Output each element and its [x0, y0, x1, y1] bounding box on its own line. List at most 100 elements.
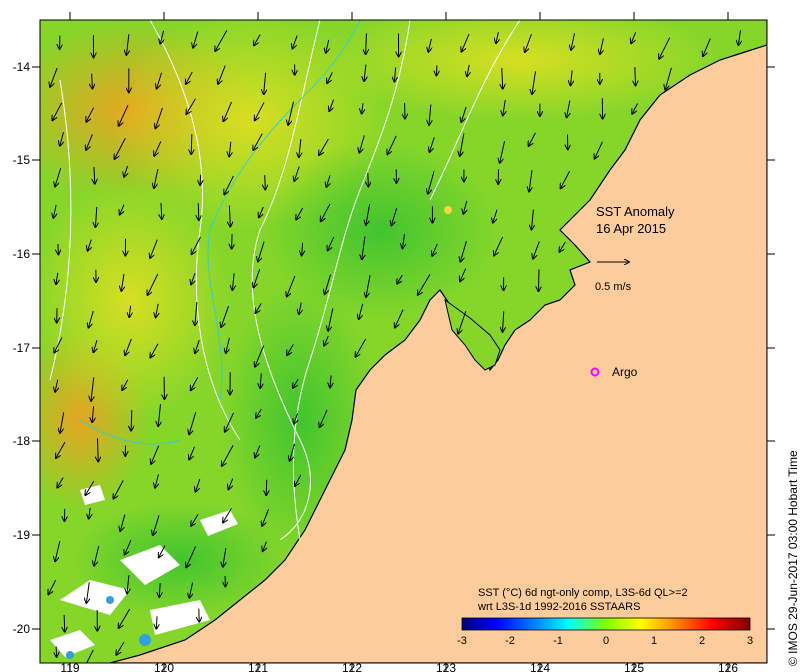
current-vector-arrow	[525, 33, 532, 52]
current-vector-arrow	[362, 103, 363, 113]
current-vector-arrow	[287, 275, 296, 297]
current-vector-arrow	[319, 138, 329, 155]
current-vector-arrow	[458, 311, 467, 333]
current-vector-arrow	[159, 583, 160, 597]
current-vector-arrow	[397, 274, 403, 284]
current-vector-arrow	[191, 272, 195, 284]
current-vector-arrow	[221, 305, 230, 327]
current-vector-arrow	[294, 166, 300, 181]
current-vector-arrow	[356, 338, 367, 357]
current-vector-arrow	[189, 582, 192, 598]
current-vector-arrow	[223, 507, 232, 522]
current-vector-arrow	[635, 67, 636, 85]
current-vector-arrow	[91, 377, 94, 401]
bathymetry-contours	[49, 20, 521, 541]
current-vector-arrow	[328, 236, 335, 250]
current-vector-arrow	[158, 404, 160, 426]
current-vector-arrow	[116, 641, 125, 655]
current-vector-arrow	[119, 104, 129, 126]
current-vector-arrow	[89, 507, 90, 519]
current-vector-arrow	[86, 649, 94, 663]
current-vector-arrow	[86, 134, 93, 150]
argo-label: Argo	[612, 365, 638, 379]
current-vector-arrow	[95, 206, 96, 227]
argo-float-marker[interactable]	[590, 367, 600, 377]
current-vector-arrow	[154, 168, 159, 188]
map-date: 16 Apr 2015	[596, 221, 666, 236]
map-title: SST Anomaly	[596, 204, 675, 219]
current-vector-arrow	[329, 99, 335, 112]
current-vector-arrow	[93, 340, 97, 352]
current-vector-arrow	[368, 173, 369, 186]
current-vector-arrow	[294, 413, 298, 423]
current-vector-arrow	[366, 204, 371, 225]
lat-tick-label: -15	[13, 153, 31, 167]
current-vector-arrow	[299, 302, 301, 314]
current-vector-arrow	[224, 175, 234, 194]
current-vector-arrow	[189, 446, 195, 460]
lon-tick-label: 124	[530, 661, 550, 672]
current-vector-arrow	[287, 344, 294, 355]
current-vector-arrow	[48, 579, 57, 594]
lon-tick-label: 120	[154, 661, 174, 672]
current-vector-arrow	[494, 236, 504, 256]
current-vector-arrow	[56, 442, 66, 458]
current-vector-arrow	[532, 71, 537, 94]
current-vector-arrow	[432, 243, 438, 256]
current-vector-arrow	[229, 141, 231, 157]
current-vector-arrow	[326, 175, 330, 186]
current-vector-arrow	[571, 33, 576, 50]
current-vector-arrow	[196, 478, 201, 492]
current-vector-arrow	[462, 33, 470, 52]
lon-tick-label: 123	[436, 661, 456, 672]
current-vector-arrow	[155, 474, 158, 487]
current-vector-arrow	[463, 200, 467, 214]
current-vector-arrow	[126, 34, 128, 55]
cool-anomaly-region	[260, 140, 500, 320]
lon-tick-label: 125	[624, 661, 644, 672]
current-vector-arrow	[186, 71, 193, 84]
current-vector-arrow	[265, 175, 266, 189]
colorbar-ticks: -3 -2 -1 0 1 2 3	[457, 635, 753, 647]
current-vector-arrow	[428, 38, 431, 52]
current-vector-arrow	[460, 240, 467, 262]
current-vector-arrow	[320, 409, 328, 427]
current-vector-arrow	[366, 275, 371, 297]
colorbar-tick-label: 3	[747, 635, 753, 647]
current-vector-arrow	[600, 38, 603, 54]
current-vector-arrow	[290, 443, 295, 461]
current-vector-arrow	[436, 65, 437, 75]
current-vector-arrow	[256, 303, 262, 313]
current-vector-arrow	[260, 373, 261, 389]
lat-tick-label: -20	[13, 622, 31, 636]
current-vector-arrow	[125, 539, 132, 554]
current-vector-arrow	[192, 236, 201, 254]
current-vector-arrow	[155, 107, 163, 128]
current-vector-arrow	[189, 412, 197, 434]
current-vector-arrow	[124, 165, 128, 177]
current-vector-arrow	[53, 204, 56, 218]
current-vector-arrow	[387, 135, 397, 154]
legend-line-1: SST (°C) 6d ngt-only comp, L3S-6d QL>=2	[478, 587, 688, 599]
current-vector-arrow	[503, 99, 506, 116]
current-vector-arrow	[151, 445, 160, 464]
current-vector-arrow	[50, 67, 58, 87]
velocity-scale-label: 0.5 m/s	[595, 281, 632, 293]
colorbar	[461, 617, 751, 631]
current-vector-arrow	[54, 337, 63, 352]
current-vector-arrow	[659, 37, 671, 59]
current-vector-arrow	[157, 72, 163, 89]
current-vector-arrow	[150, 239, 158, 258]
colorbar-tick-label: 2	[699, 635, 705, 647]
current-vector-arrow	[222, 445, 234, 466]
current-vector-arrow	[288, 101, 295, 125]
current-vector-arrow	[500, 141, 506, 163]
current-vector-arrow	[218, 65, 226, 84]
lat-tick-label: -18	[13, 434, 31, 448]
current-contours	[79, 20, 361, 445]
current-vector-arrow	[148, 273, 159, 295]
lat-tick-label: -17	[13, 341, 31, 355]
current-vector-arrow	[94, 546, 100, 566]
lon-tick-label: 119	[60, 661, 79, 672]
